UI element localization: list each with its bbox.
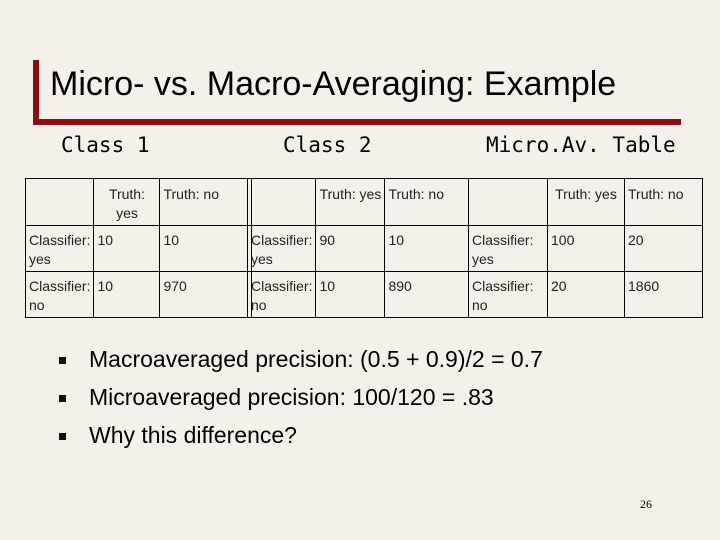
cell-value: 10: [93, 271, 161, 318]
cell-value: 1860: [624, 271, 703, 318]
cell-value: 20: [624, 225, 703, 272]
class2-heading: Class 2: [283, 133, 372, 157]
class1-contingency-table: Truth: yes Truth: no Classifier: yes 10 …: [24, 178, 253, 318]
cell-value: 970: [159, 271, 253, 318]
bullet-question: Why this difference?: [59, 416, 543, 454]
bullet-macro-precision: Macroaveraged precision: (0.5 + 0.9)/2 =…: [59, 340, 543, 378]
bullet-text: Why this difference?: [89, 422, 297, 448]
square-bullet-icon: [59, 433, 66, 440]
row-header-classifier-yes: Classifier: yes: [468, 225, 548, 272]
row-header-classifier-no: Classifier: no: [468, 271, 548, 318]
corner-cell: [24, 178, 95, 226]
col-header-truth-yes: Truth: yes: [547, 178, 625, 226]
col-header-truth-yes: Truth: yes: [315, 178, 386, 226]
row-header-classifier-no: Classifier: no: [24, 271, 95, 318]
square-bullet-icon: [59, 357, 66, 364]
cell-value: 10: [384, 225, 470, 272]
title-accent-bar-vertical: [33, 60, 39, 125]
cell-value: 100: [547, 225, 625, 272]
table-row: Classifier: yes 10 10: [24, 225, 253, 272]
table-header-row: Truth: yes Truth: no: [24, 178, 253, 226]
class1-heading: Class 1: [61, 133, 150, 157]
cell-value: 10: [159, 225, 253, 272]
bullet-micro-precision: Microaveraged precision: 100/120 = .83: [59, 378, 543, 416]
corner-cell: [246, 178, 317, 226]
col-header-truth-no: Truth: no: [624, 178, 703, 226]
title-accent-bar-horizontal: [33, 119, 681, 125]
table-header-row: Truth: yes Truth: no: [468, 178, 703, 226]
col-header-truth-no: Truth: no: [159, 178, 253, 226]
col-header-truth-yes: Truth: yes: [93, 178, 161, 226]
bullet-list: Macroaveraged precision: (0.5 + 0.9)/2 =…: [59, 340, 543, 454]
table-row: Classifier: no 10 970: [24, 271, 253, 318]
cell-value: 20: [547, 271, 625, 318]
slide-title: Micro- vs. Macro-Averaging: Example: [50, 65, 617, 103]
table-row: Classifier: yes 90 10: [246, 225, 470, 272]
row-header-classifier-no: Classifier: no: [246, 271, 317, 318]
micro-table-heading: Micro.Av. Table: [486, 133, 676, 157]
col-header-truth-no: Truth: no: [384, 178, 470, 226]
table-header-row: Truth: yes Truth: no: [246, 178, 470, 226]
page-number: 26: [640, 497, 652, 511]
bullet-text: Macroaveraged precision: (0.5 + 0.9)/2 =…: [89, 346, 543, 372]
square-bullet-icon: [59, 395, 66, 402]
cell-value: 10: [315, 271, 386, 318]
cell-value: 10: [93, 225, 161, 272]
bullet-text: Microaveraged precision: 100/120 = .83: [89, 384, 494, 410]
micro-average-table: Truth: yes Truth: no Classifier: yes 100…: [468, 178, 703, 318]
cell-value: 890: [384, 271, 470, 318]
table-row: Classifier: no 10 890: [246, 271, 470, 318]
table-row: Classifier: no 20 1860: [468, 271, 703, 318]
corner-cell: [468, 178, 548, 226]
row-header-classifier-yes: Classifier: yes: [24, 225, 95, 272]
cell-value: 90: [315, 225, 386, 272]
table-row: Classifier: yes 100 20: [468, 225, 703, 272]
row-header-classifier-yes: Classifier: yes: [246, 225, 317, 272]
class2-contingency-table: Truth: yes Truth: no Classifier: yes 90 …: [246, 178, 470, 318]
